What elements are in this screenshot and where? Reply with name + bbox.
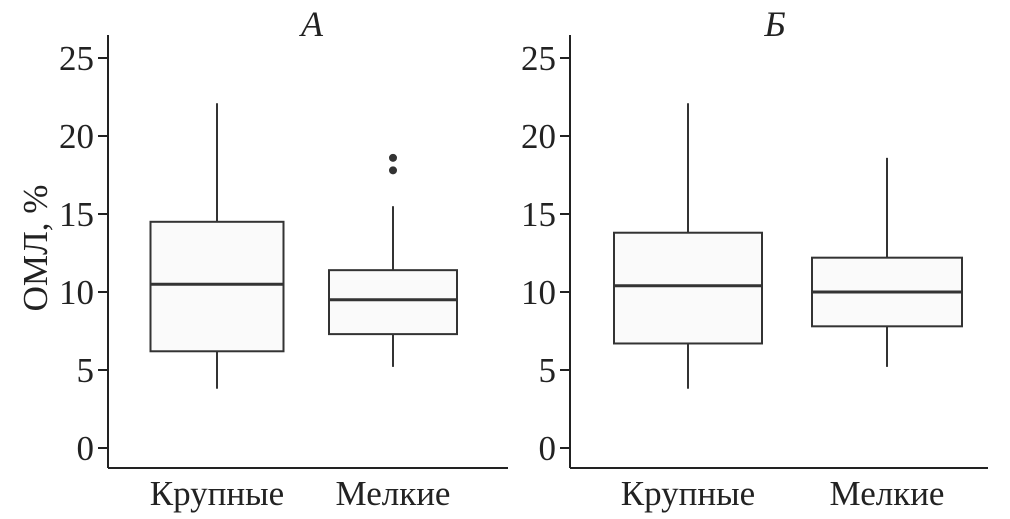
y-tick-label: 10 bbox=[521, 273, 556, 312]
y-tick-label: 25 bbox=[521, 39, 556, 78]
y-tick-label: 15 bbox=[521, 195, 556, 234]
iqr-box bbox=[328, 269, 458, 336]
outlier-point bbox=[389, 166, 397, 175]
y-tick-label: 5 bbox=[539, 351, 557, 390]
y-tick-label: 5 bbox=[77, 351, 95, 390]
y-tick-label: 15 bbox=[59, 195, 94, 234]
y-tick-label: 10 bbox=[59, 273, 94, 312]
x-category-label: Крупные bbox=[150, 474, 284, 513]
y-tick-label: 0 bbox=[77, 429, 95, 468]
y-tick-label: 25 bbox=[59, 39, 94, 78]
panel-title: Б bbox=[763, 4, 785, 44]
y-axis-title: ОМЛ, % bbox=[16, 185, 55, 312]
iqr-box bbox=[149, 220, 285, 353]
outlier-point bbox=[389, 153, 397, 162]
panel-a: А 0 5 10 15 20 25 Крупные Мелкие bbox=[59, 4, 508, 513]
y-tick-label: 20 bbox=[521, 117, 556, 156]
x-category-label: Мелкие bbox=[830, 474, 945, 513]
panel-title: А bbox=[299, 4, 324, 44]
panel-b: Б 0 5 10 15 20 25 Крупные Мелкие bbox=[521, 4, 988, 513]
y-tick-label: 20 bbox=[59, 117, 94, 156]
y-tick-label: 0 bbox=[539, 429, 557, 468]
x-category-label: Мелкие bbox=[336, 474, 451, 513]
iqr-box bbox=[613, 231, 763, 345]
x-category-label: Крупные bbox=[621, 474, 755, 513]
